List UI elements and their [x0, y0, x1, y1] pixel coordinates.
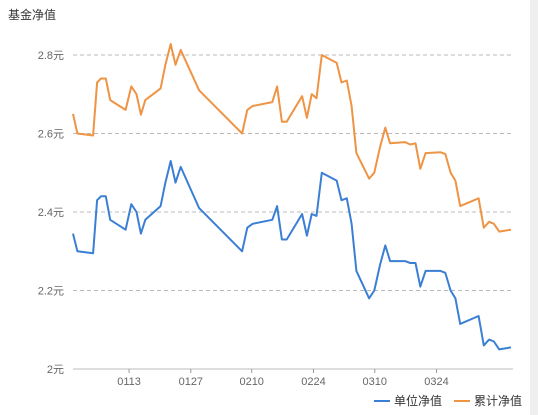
- x-tick-label: 0324: [424, 376, 448, 388]
- y-tick-label: 2元: [47, 364, 64, 376]
- x-axis: 0113 0127 0210 0224 0310 0324: [117, 369, 449, 388]
- y-tick-label: 2.2元: [38, 286, 64, 298]
- series-line-cumulative-nav[interactable]: [72, 43, 512, 233]
- series-lines: [72, 43, 512, 351]
- legend-swatch-cumulative-nav: [453, 399, 470, 402]
- legend-swatch-unit-nav: [373, 399, 390, 402]
- grid-lines: [73, 54, 513, 370]
- legend[interactable]: 单位净值 累计净值: [362, 392, 522, 409]
- y-tick-label: 2.8元: [38, 50, 64, 62]
- y-tick-label: 2.4元: [38, 207, 64, 219]
- x-tick-label: 0310: [363, 376, 387, 388]
- x-tick-label: 0210: [239, 376, 263, 388]
- legend-label-unit-nav: 单位净值: [393, 394, 442, 408]
- y-axis: 2元 2.2元 2.4元 2.6元 2.8元: [38, 50, 64, 376]
- right-divider: [530, 0, 538, 415]
- x-tick-label: 0127: [179, 376, 203, 388]
- x-tick-label: 0113: [117, 376, 141, 388]
- legend-item-unit-nav[interactable]: 单位净值: [373, 392, 442, 409]
- series-line-unit-nav[interactable]: [72, 160, 512, 351]
- legend-label-cumulative-nav: 累计净值: [473, 394, 522, 408]
- legend-item-cumulative-nav[interactable]: 累计净值: [453, 392, 522, 409]
- y-tick-label: 2.6元: [38, 129, 64, 141]
- x-tick-label: 0224: [301, 376, 325, 388]
- chart-title: 基金净值: [8, 8, 57, 22]
